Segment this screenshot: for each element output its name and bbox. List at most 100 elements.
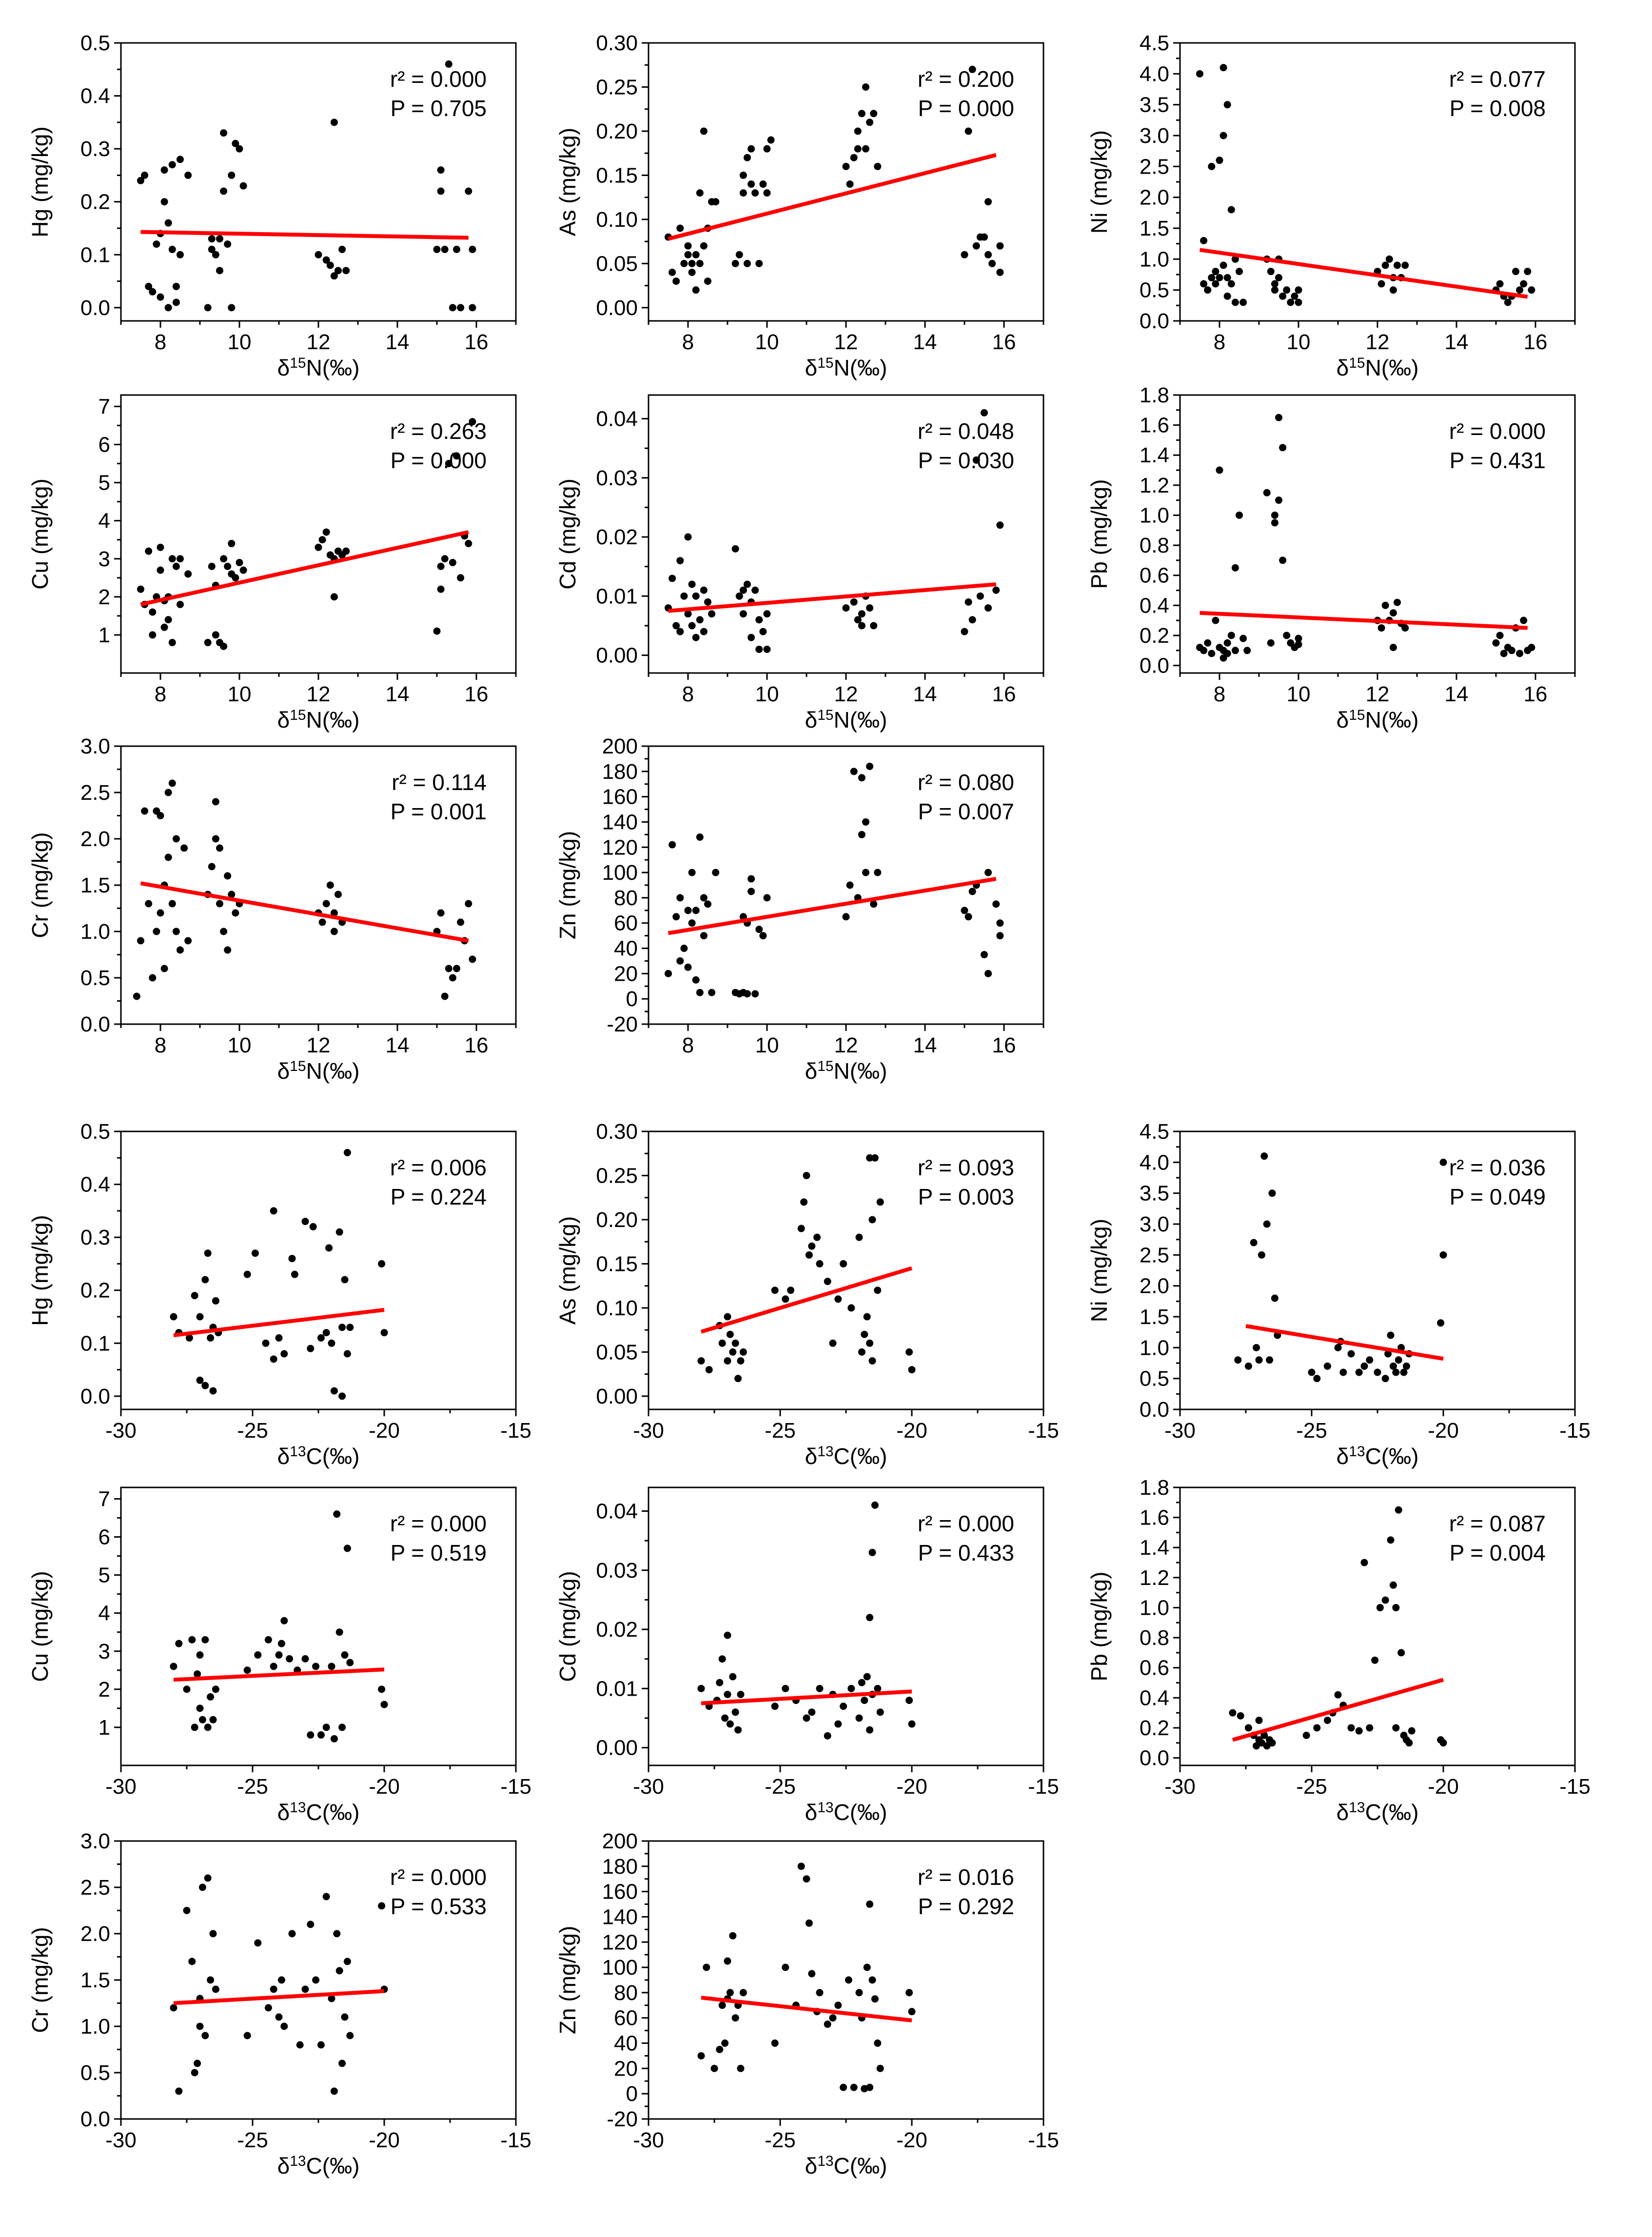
data-point xyxy=(1528,286,1535,294)
data-point xyxy=(343,1544,351,1552)
data-point xyxy=(196,2022,204,2030)
data-point xyxy=(858,110,865,118)
y-tick-label: 4.0 xyxy=(1140,62,1169,86)
regression-line xyxy=(173,1667,385,1682)
data-point xyxy=(338,245,346,253)
data-point xyxy=(1266,1356,1274,1364)
data-point xyxy=(175,1640,183,1647)
data-point xyxy=(747,875,755,883)
data-point xyxy=(177,600,184,608)
data-point xyxy=(1395,1356,1402,1364)
x-tick-label: 14 xyxy=(1445,682,1469,706)
data-point xyxy=(744,259,751,267)
data-point xyxy=(724,1690,731,1698)
r-squared-label: r² = 0.000 xyxy=(918,1511,1014,1536)
data-point xyxy=(676,894,684,902)
data-point xyxy=(170,2004,177,2012)
data-point xyxy=(747,180,755,188)
x-tick-label: 8 xyxy=(155,1033,166,1057)
data-point xyxy=(1219,132,1227,139)
y-tick-label: 0.6 xyxy=(1140,564,1169,588)
y-tick-label: 0.25 xyxy=(596,75,638,99)
data-point xyxy=(854,616,862,624)
data-point xyxy=(201,1382,209,1389)
data-point xyxy=(724,1357,731,1365)
data-point xyxy=(209,1930,217,1938)
y-tick-label: 2.5 xyxy=(1140,1243,1169,1267)
x-tick-label: 16 xyxy=(1524,330,1548,354)
data-point xyxy=(824,2020,831,2028)
data-point xyxy=(1360,1362,1368,1370)
y-tick-label: 0.1 xyxy=(80,243,110,267)
data-point xyxy=(692,251,700,258)
data-point xyxy=(1212,616,1219,624)
x-tick-label: -15 xyxy=(1559,1419,1591,1443)
data-point xyxy=(346,2032,354,2039)
data-point xyxy=(312,1663,320,1670)
data-point xyxy=(1283,632,1291,639)
data-point xyxy=(729,1348,737,1356)
data-point xyxy=(1255,1356,1263,1364)
data-point xyxy=(874,1684,882,1692)
data-point xyxy=(1394,598,1401,606)
data-point xyxy=(1196,70,1203,78)
y-tick-label: 0.2 xyxy=(80,1279,110,1303)
data-point xyxy=(782,1684,789,1692)
data-point xyxy=(1200,647,1208,654)
data-point xyxy=(981,951,988,958)
x-axis-title: δ13C(‰) xyxy=(1337,1800,1419,1825)
data-point xyxy=(437,166,445,174)
data-point xyxy=(317,1334,325,1342)
data-point xyxy=(1236,511,1243,519)
data-point xyxy=(763,894,771,902)
data-point xyxy=(672,622,680,630)
y-tick-label: 2 xyxy=(98,1678,110,1702)
data-point xyxy=(747,633,755,641)
p-value-label: P = 0.008 xyxy=(1450,96,1546,121)
data-point xyxy=(729,1932,737,1940)
y-tick-label: 3 xyxy=(98,1640,110,1663)
data-point xyxy=(1271,280,1278,288)
data-point xyxy=(188,1636,196,1643)
data-point xyxy=(164,853,172,861)
data-point xyxy=(816,1989,824,1997)
data-point xyxy=(842,913,850,921)
chart-panel-C-Cd: -30 -25 -20 -15 0.00 0.01 0.02 0.03 0.04 δ13C(‰) C… xyxy=(555,1486,1059,1825)
data-point xyxy=(712,869,720,876)
data-point xyxy=(850,768,858,775)
data-point xyxy=(735,592,743,600)
data-point xyxy=(137,585,144,593)
data-point xyxy=(996,242,1004,250)
data-point xyxy=(808,1242,816,1250)
data-point xyxy=(204,304,212,312)
data-point xyxy=(224,240,232,248)
y-tick-label: 3.0 xyxy=(80,734,110,758)
data-point xyxy=(854,145,862,153)
data-point xyxy=(196,1376,204,1384)
data-point xyxy=(961,251,968,258)
data-point xyxy=(961,628,968,635)
x-tick-label: -20 xyxy=(1428,1419,1459,1443)
data-point xyxy=(207,1334,215,1342)
data-point xyxy=(469,304,476,312)
data-point xyxy=(739,189,747,197)
y-tick-label: 0.6 xyxy=(1140,1656,1169,1680)
data-point xyxy=(680,259,688,267)
data-point xyxy=(1287,298,1295,306)
data-point xyxy=(696,833,704,841)
x-tick-label: -20 xyxy=(369,1775,400,1799)
x-tick-label: 14 xyxy=(913,682,937,706)
data-point xyxy=(696,989,704,996)
data-point xyxy=(437,585,445,593)
data-point xyxy=(453,245,460,253)
y-tick-label: -20 xyxy=(607,1012,638,1036)
data-point xyxy=(251,1249,259,1257)
data-point xyxy=(1387,1331,1395,1339)
data-point xyxy=(183,1685,191,1693)
x-tick-label: 8 xyxy=(682,1033,694,1057)
p-value-label: P = 0.007 xyxy=(918,799,1014,824)
y-axis-title: Cd (mg/kg) xyxy=(555,478,580,589)
y-tick-label: 1.5 xyxy=(80,873,110,897)
data-point xyxy=(1389,609,1397,617)
data-point xyxy=(729,1673,737,1681)
